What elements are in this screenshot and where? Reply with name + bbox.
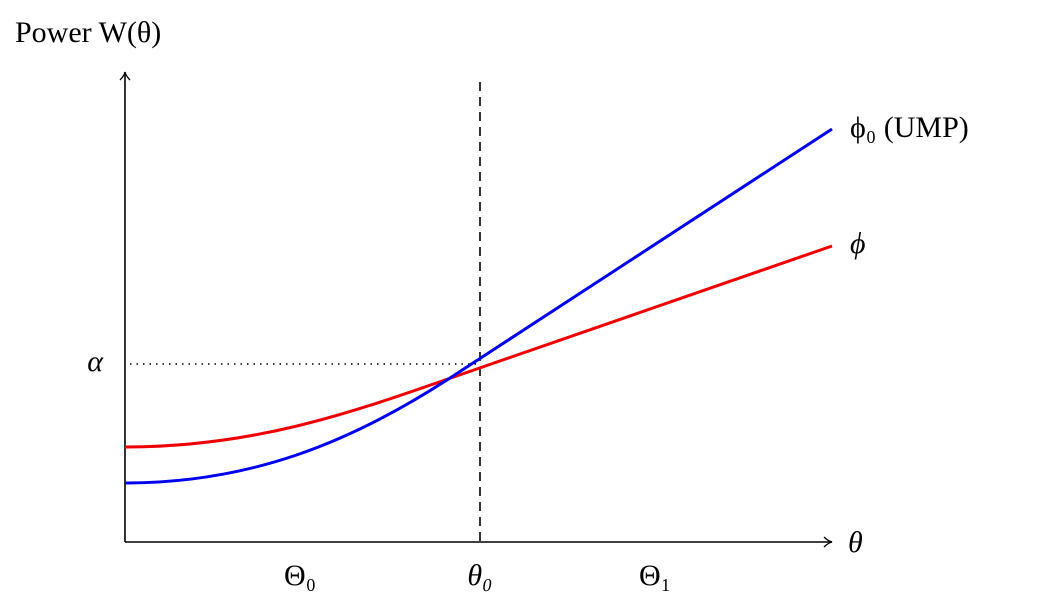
null-region-label: Θ₀ [284,559,316,592]
ump-label: ϕ₀ (UMP) [850,111,969,144]
ump-curve [124,127,833,485]
alt-region-label: Θ₁ [639,559,671,592]
boundary-label: θ₀ [467,559,492,592]
y-axis-label: Power W(θ) [15,16,161,49]
x-axis-label: θ [848,526,863,559]
alpha-label: α [87,345,104,378]
phi-label: ϕ [850,227,866,260]
phi-curve [124,244,833,449]
